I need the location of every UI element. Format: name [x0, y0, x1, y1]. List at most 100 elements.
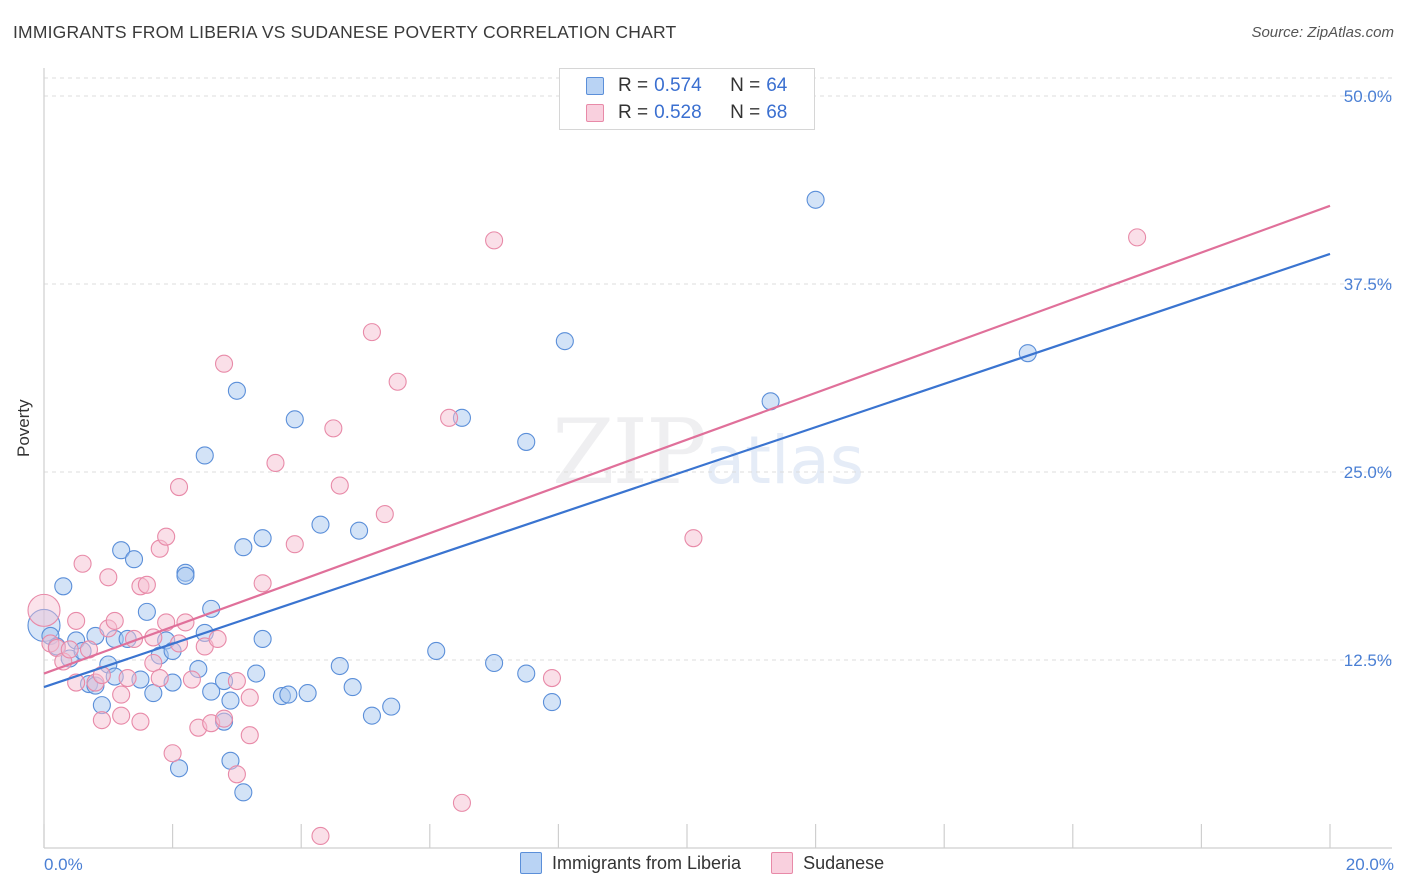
point-liberia: [137, 602, 156, 621]
point-liberia: [517, 664, 536, 683]
chart-title: IMMIGRANTS FROM LIBERIA VS SUDANESE POVE…: [13, 22, 677, 42]
point-sudanese: [253, 574, 272, 593]
point-liberia: [176, 566, 195, 585]
point-liberia: [234, 538, 253, 557]
point-sudanese: [118, 668, 137, 688]
point-sudanese: [73, 554, 92, 573]
point-sudanese: [144, 653, 163, 673]
legend-swatch-sudanese: [586, 104, 604, 122]
legend-swatch-liberia: [586, 77, 604, 95]
trend-line-sudanese: [43, 204, 1331, 675]
point-liberia: [144, 684, 163, 703]
y-axis-label: Poverty: [14, 399, 33, 457]
legend-row-sudanese: R = 0.528 N = 68: [586, 100, 787, 126]
point-sudanese: [182, 670, 201, 689]
point-liberia: [54, 577, 73, 596]
point-sudanese: [150, 668, 169, 688]
point-liberia: [555, 332, 574, 351]
point-liberia: [202, 682, 221, 701]
point-sudanese: [112, 706, 131, 725]
y-tick-label: 25.0%: [1344, 463, 1392, 482]
correlation-legend: R = 0.574 N = 64 R = 0.528 N = 68: [559, 68, 815, 130]
source-credit: Source: ZipAtlas.com: [1251, 24, 1394, 41]
point-liberia: [427, 641, 446, 661]
point-sudanese: [240, 688, 259, 707]
r-label: R =: [618, 102, 649, 123]
watermark-atlas: atlas: [704, 422, 865, 499]
r-label: R =: [618, 75, 649, 96]
point-liberia: [311, 515, 330, 534]
point-sudanese: [99, 568, 118, 587]
point-sudanese: [440, 408, 459, 427]
point-sudanese: [240, 726, 259, 745]
point-liberia: [517, 432, 536, 451]
point-liberia: [285, 410, 304, 429]
x-tick-label: 20.0%: [1346, 855, 1394, 874]
point-liberia: [112, 541, 131, 560]
point-sudanese: [266, 453, 285, 473]
r-value: 0.528: [654, 102, 702, 123]
y-tick-label: 50.0%: [1344, 87, 1392, 106]
y-tick-label: 37.5%: [1344, 275, 1392, 294]
point-liberia: [221, 691, 240, 710]
n-label: N =: [730, 75, 761, 96]
legend-label-liberia: Immigrants from Liberia: [552, 852, 742, 873]
point-liberia: [485, 653, 504, 673]
point-sudanese: [60, 640, 79, 659]
legend-item-liberia[interactable]: Immigrants from Liberia: [520, 852, 741, 874]
point-liberia: [343, 678, 362, 697]
x-tick-label: 0.0%: [44, 855, 83, 874]
point-sudanese: [362, 323, 381, 342]
point-liberia: [382, 697, 401, 716]
point-liberia: [227, 381, 246, 400]
legend-swatch-liberia: [520, 852, 542, 874]
point-liberia: [279, 685, 298, 704]
point-sudanese: [214, 709, 234, 728]
point-liberia: [247, 664, 266, 683]
legend-item-sudanese[interactable]: Sudanese: [771, 852, 884, 874]
point-liberia: [350, 521, 369, 540]
point-sudanese: [163, 744, 182, 763]
point-liberia: [542, 693, 562, 712]
r-value: 0.574: [654, 75, 702, 96]
zipatlas-watermark: ZIPatlas: [552, 400, 864, 505]
point-sudanese: [452, 793, 472, 812]
point-liberia: [253, 629, 272, 648]
point-sudanese: [285, 535, 304, 554]
point-liberia: [169, 759, 189, 778]
point-liberia: [806, 190, 825, 209]
n-value: 64: [766, 75, 788, 96]
point-sudanese: [330, 476, 349, 495]
point-sudanese: [311, 826, 330, 846]
point-sudanese: [27, 593, 61, 627]
point-sudanese: [131, 712, 150, 731]
point-liberia: [330, 656, 349, 676]
point-liberia: [195, 446, 214, 465]
point-sudanese: [169, 477, 189, 497]
point-sudanese: [157, 527, 176, 546]
series-legend: Immigrants from Liberia Sudanese: [520, 852, 914, 874]
point-sudanese: [208, 629, 227, 648]
legend-row-liberia: R = 0.574 N = 64: [586, 73, 787, 99]
point-sudanese: [542, 668, 562, 688]
point-liberia: [234, 783, 253, 802]
point-sudanese: [324, 419, 343, 438]
point-sudanese: [375, 505, 394, 524]
point-sudanese: [137, 575, 156, 594]
point-sudanese: [485, 231, 504, 250]
legend-swatch-sudanese: [771, 852, 794, 874]
point-sudanese: [112, 685, 131, 704]
point-liberia: [298, 684, 317, 703]
point-liberia: [124, 550, 144, 569]
point-liberia: [92, 696, 111, 715]
point-liberia: [253, 529, 272, 548]
legend-label-sudanese: Sudanese: [803, 852, 885, 873]
point-sudanese: [684, 529, 703, 548]
y-tick-label: 12.5%: [1344, 651, 1392, 670]
point-sudanese: [105, 611, 124, 630]
point-sudanese: [67, 611, 86, 630]
point-sudanese: [1128, 228, 1147, 247]
n-label: N =: [730, 102, 761, 123]
point-sudanese: [388, 372, 407, 391]
